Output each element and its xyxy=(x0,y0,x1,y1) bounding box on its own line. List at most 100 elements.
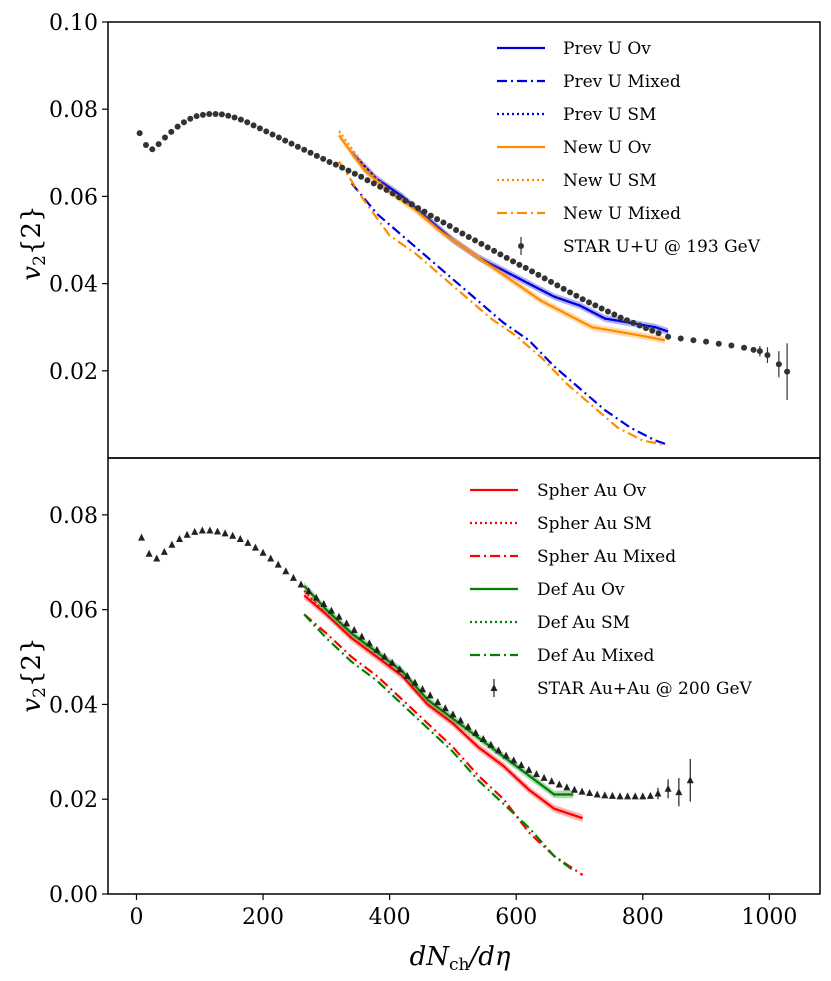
data-point xyxy=(343,619,351,627)
data-point xyxy=(206,110,213,117)
data-point xyxy=(231,114,238,121)
data-point xyxy=(639,792,647,800)
data-point xyxy=(484,244,491,251)
data-point xyxy=(396,194,403,201)
data-point xyxy=(516,261,523,268)
data-point xyxy=(491,247,498,254)
data-point xyxy=(142,141,149,148)
data-point xyxy=(168,540,176,548)
data-point xyxy=(532,770,540,778)
data-point xyxy=(517,761,525,769)
data-point xyxy=(187,115,194,122)
data-point xyxy=(540,773,548,781)
data-point xyxy=(642,325,649,332)
legend-label: New U SM xyxy=(563,171,657,191)
new-u-mixed-line xyxy=(338,160,666,446)
data-point xyxy=(332,161,339,168)
data-point xyxy=(411,678,419,686)
data-point xyxy=(586,789,594,797)
legend-label: New U Ov xyxy=(563,138,652,158)
data-point xyxy=(616,792,624,800)
data-point xyxy=(373,645,381,653)
data-point xyxy=(307,149,314,156)
data-point xyxy=(703,338,710,345)
legend-marker xyxy=(518,243,524,249)
data-point xyxy=(453,226,460,233)
bottom-y-tick-label: 0.00 xyxy=(49,883,98,908)
data-point xyxy=(563,783,571,791)
data-point xyxy=(183,530,191,538)
data-point xyxy=(604,308,611,315)
data-point xyxy=(503,254,510,261)
data-point xyxy=(446,223,453,230)
legend-label: Def Au Ov xyxy=(537,580,625,600)
data-point xyxy=(592,302,599,309)
spher-au-mixed-line xyxy=(303,613,584,876)
data-point xyxy=(522,264,529,271)
data-point xyxy=(237,116,244,123)
data-point xyxy=(351,170,358,177)
data-point xyxy=(624,792,632,800)
data-point xyxy=(715,340,722,347)
data-point xyxy=(267,554,275,562)
data-point xyxy=(259,548,267,556)
data-point xyxy=(269,131,276,138)
data-point xyxy=(305,587,313,595)
data-point xyxy=(478,240,485,247)
data-point xyxy=(155,141,162,148)
data-point xyxy=(464,722,472,730)
data-point xyxy=(427,212,434,219)
data-point xyxy=(408,201,415,208)
legend-label: STAR U+U @ 193 GeV xyxy=(563,237,761,257)
data-point xyxy=(465,233,472,240)
data-point xyxy=(136,130,143,137)
data-point xyxy=(221,529,229,537)
data-point xyxy=(388,658,396,666)
data-point xyxy=(168,128,175,135)
data-point xyxy=(631,792,639,800)
data-point xyxy=(570,785,578,793)
legend-label: Spher Au Mixed xyxy=(537,547,676,567)
data-point xyxy=(160,547,168,555)
bottom-y-tick-label: 0.08 xyxy=(49,504,98,529)
legend-label: Def Au Mixed xyxy=(537,646,655,666)
legend-marker xyxy=(490,684,498,691)
data-point xyxy=(251,543,259,551)
data-point xyxy=(244,119,251,126)
data-point xyxy=(598,305,605,312)
data-point xyxy=(636,322,643,329)
data-point xyxy=(497,251,504,258)
data-point xyxy=(389,190,396,197)
data-point xyxy=(494,746,502,754)
data-point xyxy=(256,125,263,132)
data-point xyxy=(764,352,771,359)
legend-label: Spher Au SM xyxy=(537,514,652,534)
data-point xyxy=(345,167,352,174)
data-point xyxy=(655,330,662,337)
data-point xyxy=(690,337,697,344)
bottom-y-tick-label: 0.02 xyxy=(49,788,98,813)
data-point xyxy=(149,146,156,153)
top-legend: Prev U Ov Prev U Mixed Prev U SM New U Ov Ne… xyxy=(497,39,761,257)
data-point xyxy=(510,756,518,764)
data-point xyxy=(364,177,371,184)
top-y-tick-label: 0.02 xyxy=(49,360,98,385)
data-point xyxy=(218,111,225,118)
data-point xyxy=(138,533,146,541)
data-point xyxy=(198,526,206,534)
data-point xyxy=(335,612,343,620)
data-point xyxy=(502,751,510,759)
data-point xyxy=(578,787,586,795)
data-point xyxy=(358,173,365,180)
data-point xyxy=(541,275,548,282)
data-point xyxy=(555,780,563,788)
data-point xyxy=(457,716,465,724)
data-point xyxy=(579,296,586,303)
data-point xyxy=(487,740,495,748)
bottom-data-area xyxy=(138,526,694,876)
data-point xyxy=(479,735,487,743)
data-point xyxy=(350,626,358,634)
data-point xyxy=(741,344,748,351)
data-point xyxy=(608,791,616,799)
